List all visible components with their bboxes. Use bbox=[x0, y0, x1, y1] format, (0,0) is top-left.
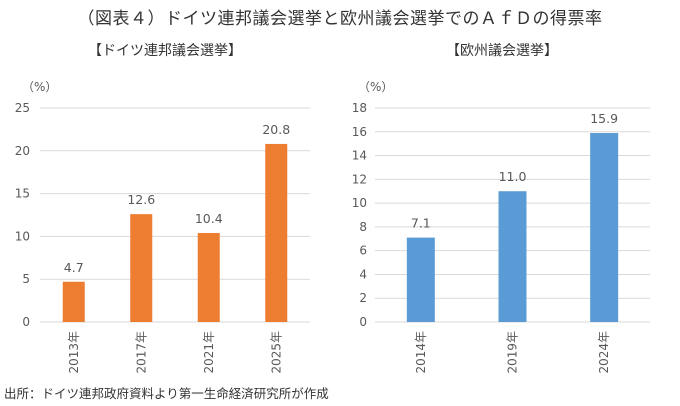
y-axis-unit-label: （%） bbox=[22, 80, 57, 94]
data-label: 10.4 bbox=[195, 211, 223, 226]
data-label: 20.8 bbox=[262, 122, 290, 137]
x-category-label: 2021年 bbox=[202, 331, 216, 374]
x-category-label: 2019年 bbox=[506, 331, 520, 374]
y-axis-unit-label: （%） bbox=[358, 80, 393, 94]
y-tick-label: 20 bbox=[15, 144, 30, 158]
y-tick-label: 12 bbox=[352, 172, 367, 186]
bar bbox=[197, 232, 220, 322]
bar bbox=[498, 191, 527, 322]
y-tick-label: 15 bbox=[15, 187, 30, 201]
bar bbox=[265, 143, 288, 322]
x-category-label: 2014年 bbox=[414, 331, 428, 374]
y-tick-label: 0 bbox=[22, 315, 30, 329]
y-tick-label: 18 bbox=[352, 101, 367, 115]
y-tick-label: 6 bbox=[359, 244, 367, 258]
x-category-label: 2017年 bbox=[134, 331, 148, 374]
afd-bundestag-bar-chart: （%） 0 5 10 15 20 25 4.7 2013年 12.6 2017年 10.4 2021年 2… bbox=[15, 80, 310, 374]
y-tick-label: 14 bbox=[352, 149, 367, 163]
y-tick-label: 10 bbox=[15, 229, 30, 243]
data-label: 7.1 bbox=[411, 216, 431, 231]
right-chart-title: 【欧州議会選挙】 bbox=[446, 43, 558, 59]
y-tick-label: 25 bbox=[15, 101, 30, 115]
y-tick-label: 2 bbox=[359, 291, 367, 305]
figure-title: （図表４）ドイツ連邦議会選挙と欧州議会選挙でのＡｆＤの得票率 bbox=[77, 9, 603, 29]
bar bbox=[62, 281, 85, 322]
y-tick-label: 4 bbox=[359, 267, 367, 281]
y-tick-label: 16 bbox=[352, 125, 367, 139]
bar bbox=[406, 237, 435, 322]
data-label: 4.7 bbox=[64, 260, 84, 275]
left-chart-title: 【ドイツ連邦議会選挙】 bbox=[88, 43, 242, 59]
y-tick-label: 8 bbox=[359, 220, 367, 234]
y-tick-label: 5 bbox=[22, 272, 30, 286]
data-label: 12.6 bbox=[127, 192, 155, 207]
afd-european-parliament-bar-chart: （%） 0 2 4 6 8 10 12 14 16 18 7.1 2014年 11.0 2019年 15.9 2… bbox=[352, 80, 650, 374]
y-tick-label: 10 bbox=[352, 196, 367, 210]
data-label: 11.0 bbox=[499, 169, 527, 184]
bar bbox=[590, 132, 619, 322]
x-category-label: 2024年 bbox=[597, 331, 611, 374]
x-category-label: 2013年 bbox=[67, 331, 81, 374]
y-tick-label: 0 bbox=[359, 315, 367, 329]
source-note: 出所：ドイツ連邦政府資料より第一生命経済研究所が作成 bbox=[4, 386, 329, 401]
bar bbox=[130, 214, 153, 322]
data-label: 15.9 bbox=[590, 111, 618, 126]
x-category-label: 2025年 bbox=[269, 331, 283, 374]
